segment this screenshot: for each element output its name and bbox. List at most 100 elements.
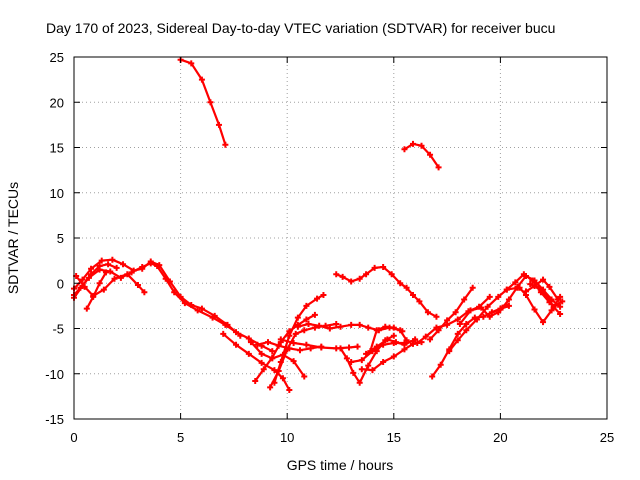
data-point — [109, 256, 116, 263]
data-point — [83, 305, 90, 312]
data-point — [79, 282, 86, 289]
data-point — [373, 343, 380, 350]
y-tick-label: 15 — [50, 141, 64, 156]
data-point — [356, 321, 363, 328]
series-track-13 — [271, 292, 327, 386]
data-point — [260, 366, 267, 373]
data-point — [320, 292, 327, 299]
data-point — [337, 345, 344, 352]
data-point — [102, 269, 109, 276]
plot-frame — [73, 56, 608, 420]
data-point — [177, 293, 184, 300]
data-point — [390, 332, 397, 339]
data-point — [265, 339, 272, 346]
series-line — [249, 341, 306, 378]
data-point — [215, 121, 222, 128]
data-point — [166, 278, 173, 285]
data-point — [446, 348, 453, 355]
data-point — [271, 379, 278, 386]
data-point — [343, 355, 350, 362]
data-point — [188, 301, 195, 308]
data-point — [557, 311, 564, 318]
data-point — [456, 320, 463, 327]
series-line — [448, 286, 519, 353]
data-point — [363, 271, 370, 278]
data-point — [435, 164, 442, 171]
series-track-23 — [427, 284, 476, 343]
data-point — [382, 323, 389, 330]
data-point — [505, 296, 512, 303]
data-point — [550, 303, 557, 310]
data-point — [535, 284, 542, 291]
data-point — [463, 320, 470, 327]
data-point — [147, 258, 154, 265]
data-point — [522, 288, 529, 295]
chart-title: Day 170 of 2023, Sidereal Day-to-day VTE… — [46, 20, 555, 36]
data-point — [469, 284, 476, 291]
data-point — [130, 267, 137, 274]
data-point — [198, 76, 205, 83]
y-tick-label: 25 — [50, 50, 64, 65]
x-tick-label: 10 — [280, 430, 294, 445]
data-point — [544, 293, 551, 300]
data-point — [416, 298, 423, 305]
data-point — [478, 304, 485, 311]
series-track-16 — [333, 263, 440, 320]
data-point — [429, 373, 436, 380]
data-point — [454, 330, 461, 337]
data-point — [252, 377, 259, 384]
data-point — [365, 362, 372, 369]
data-point — [546, 283, 553, 290]
series-track-19 — [358, 339, 425, 374]
data-point — [437, 361, 444, 368]
data-point — [346, 344, 353, 351]
series-track-10 — [252, 311, 318, 384]
data-point — [399, 328, 406, 335]
grid — [74, 57, 607, 419]
data-point — [486, 313, 493, 320]
data-point — [303, 302, 310, 309]
data-point — [88, 265, 95, 272]
data-point — [461, 296, 468, 303]
series-track-14 — [277, 336, 361, 352]
data-point — [134, 282, 141, 289]
data-point — [233, 341, 240, 348]
data-point — [559, 298, 566, 305]
data-point — [540, 319, 547, 326]
x-axis-label: GPS time / hours — [287, 457, 394, 473]
data-point — [318, 344, 325, 351]
data-point — [435, 327, 442, 334]
series-line — [74, 273, 146, 297]
data-point — [454, 337, 461, 344]
data-point — [363, 350, 370, 357]
axes: 0 5 10 15 20 25 -15 -10 -5 0 5 10 15 20 25 — [45, 50, 614, 445]
series-track-26 — [456, 301, 510, 327]
data-point — [484, 303, 491, 310]
data-point — [303, 341, 310, 348]
data-point — [422, 333, 429, 340]
data-point — [503, 286, 510, 293]
y-tick-label: 5 — [57, 231, 64, 246]
data-point — [373, 327, 380, 334]
data-point — [296, 347, 303, 354]
y-axis-label: SDTVAR / TECUs — [5, 182, 21, 294]
data-point — [279, 375, 286, 382]
data-point — [548, 307, 555, 314]
y-tick-label: 0 — [57, 276, 64, 291]
data-point — [480, 313, 487, 320]
data-point — [105, 261, 112, 268]
data-point — [305, 320, 312, 327]
data-point — [286, 332, 293, 339]
data-point — [292, 330, 299, 337]
data-point — [286, 387, 293, 394]
data-point — [141, 289, 148, 296]
series-line — [428, 286, 474, 341]
data-point — [557, 303, 564, 310]
data-point — [356, 275, 363, 282]
data-point — [527, 281, 534, 288]
series-track-20 — [363, 336, 419, 357]
data-point — [384, 336, 391, 343]
data-point — [326, 325, 333, 332]
data-point — [529, 277, 536, 284]
